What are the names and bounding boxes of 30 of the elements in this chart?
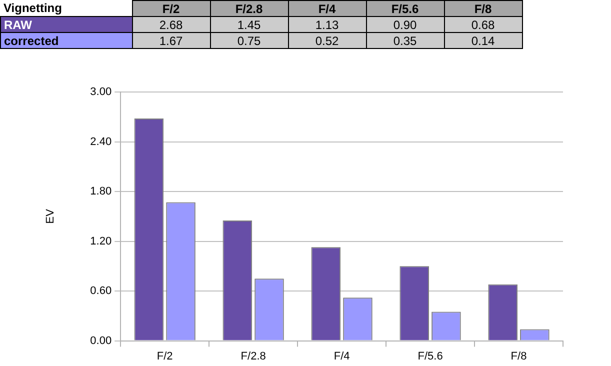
y-tick-label: 0.60 — [90, 285, 112, 298]
y-tick-label: 2.40 — [90, 136, 112, 148]
x-tick-label: F/2 — [156, 350, 173, 362]
y-tick-label: 1.80 — [90, 186, 112, 198]
text: corrected — [0, 32, 132, 48]
x-tick-label: F/5.6 — [418, 350, 443, 362]
category-label: F/4 — [318, 2, 336, 16]
y-tick-label: 1.20 — [90, 235, 112, 248]
y-tick-label: 3.00 — [90, 86, 112, 98]
x-tick-label: F/8 — [510, 350, 527, 362]
data-label: 2.68 — [132, 16, 210, 32]
y-tick-label: 0.00 — [90, 334, 112, 347]
data-label: 1.13 — [288, 16, 366, 32]
x-tick-label: F/4 — [334, 350, 350, 362]
category-label: F/5.6 — [391, 2, 419, 16]
category-label: F/2.8 — [235, 2, 263, 16]
chart-title: Vignetting — [0, 0, 132, 16]
text: RAW — [0, 16, 132, 32]
y-axis-title: EV — [44, 208, 57, 224]
data-label: 0.14 — [444, 32, 522, 48]
data-label: 0.68 — [444, 16, 522, 32]
category-label: F/2 — [162, 2, 180, 16]
data-label: 1.67 — [132, 32, 210, 48]
data-label: 1.45 — [210, 16, 288, 32]
data-label: 0.90 — [366, 16, 444, 32]
data-label: 0.35 — [366, 32, 444, 48]
data-label: 0.52 — [288, 32, 366, 48]
x-tick-label: F/2.8 — [240, 350, 266, 362]
data-label: 0.75 — [210, 32, 288, 48]
category-label: F/8 — [474, 2, 492, 16]
